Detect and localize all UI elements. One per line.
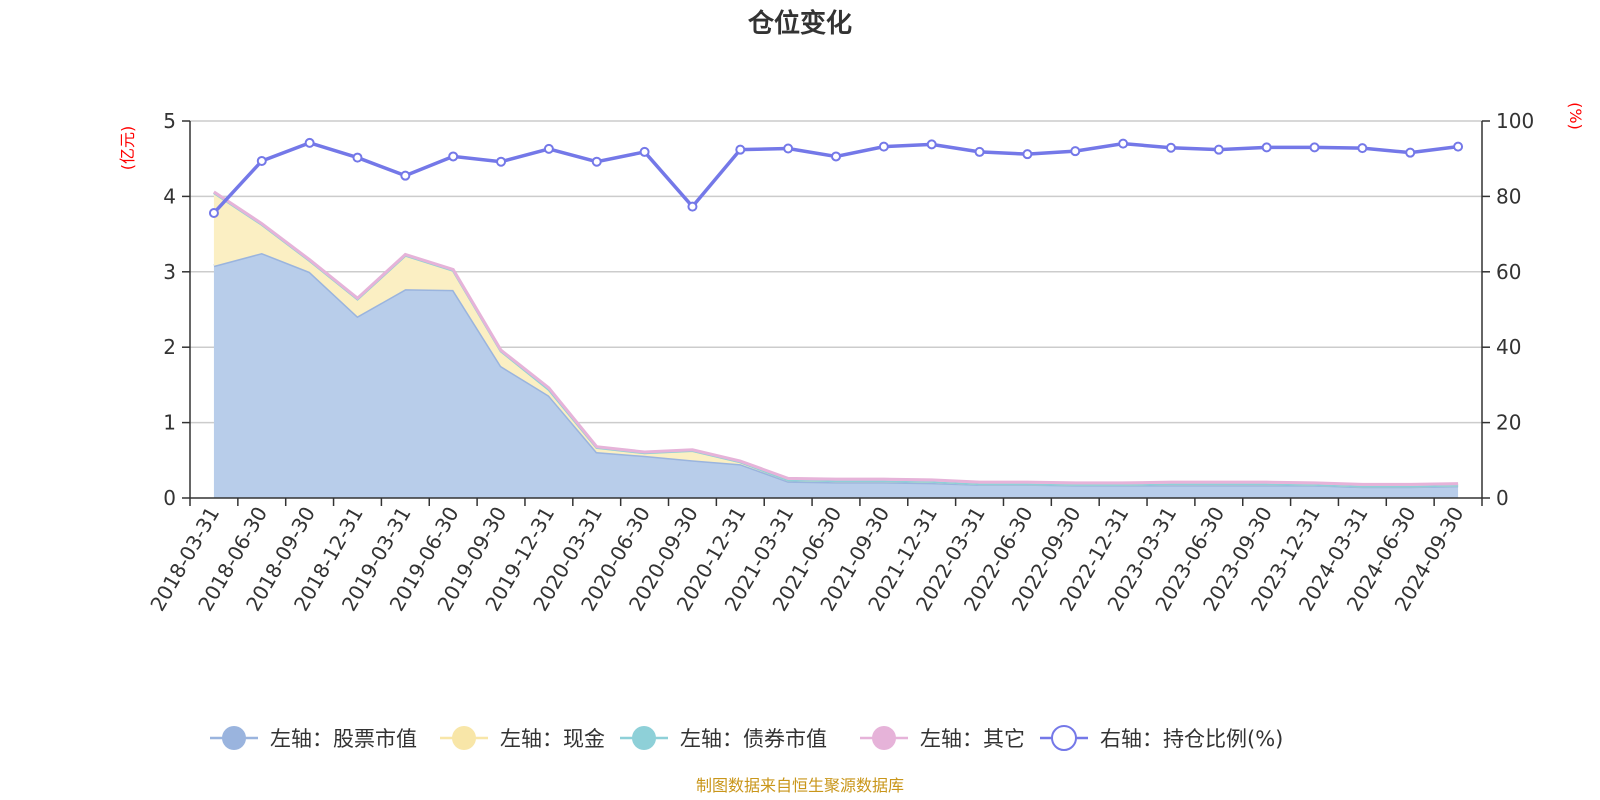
data-source-note: 制图数据来自恒生聚源数据库 (696, 776, 904, 795)
legend-label: 右轴：持仓比例(%) (1100, 727, 1283, 751)
ratio-point (687, 201, 698, 212)
left-axis-tick-label: 3 (163, 260, 176, 284)
ratio-point (1213, 144, 1224, 155)
ratio-point (1453, 141, 1464, 152)
ratio-point (1309, 142, 1320, 153)
position-ratio-line (208, 137, 1464, 218)
right-axis-tick-label: 80 (1496, 184, 1521, 208)
ratio-point (400, 170, 411, 181)
ratio-point (304, 137, 315, 148)
ratio-point (543, 143, 554, 154)
left-axis-tick-label: 1 (163, 411, 176, 435)
ratio-point (448, 151, 459, 162)
stacked-areas (213, 190, 1459, 498)
ratio-point (1357, 143, 1368, 154)
legend: 左轴：股票市值 左轴：现金 左轴：债券市值 左轴：其它 右轴：持仓比例(%) (210, 725, 1283, 751)
ratio-point (591, 156, 602, 167)
ratio-point (783, 143, 794, 154)
legend-label: 左轴：现金 (500, 727, 605, 751)
ratio-point (735, 144, 746, 155)
legend-marker (872, 726, 896, 750)
ratio-point (1022, 149, 1033, 160)
legend-marker (452, 726, 476, 750)
left-axis-tick-label: 0 (163, 486, 176, 510)
ratio-point (1261, 142, 1272, 153)
ratio-point (208, 207, 219, 218)
right-axis-tick-label: 60 (1496, 260, 1521, 284)
area-左轴：股票市值 (213, 252, 1459, 498)
ratio-point (1165, 142, 1176, 153)
legend-marker (632, 726, 656, 750)
ratio-point (878, 141, 889, 152)
legend-marker (222, 726, 246, 750)
chart-title: 仓位变化 (747, 8, 852, 39)
area-edge-左轴：其它 (213, 190, 1459, 486)
right-axis-tick-label: 20 (1496, 411, 1521, 435)
legend-label: 左轴：股票市值 (270, 727, 417, 751)
legend-label: 左轴：其它 (920, 727, 1025, 751)
left-axis-tick-label: 2 (163, 335, 176, 359)
ratio-point (256, 155, 267, 166)
right-axis-tick-label: 100 (1496, 109, 1534, 133)
right-axis-tick-label: 0 (1496, 486, 1509, 510)
ratio-point (639, 146, 650, 157)
right-axis-tick-label: 40 (1496, 335, 1521, 359)
legend-marker (1051, 725, 1077, 751)
ratio-point (974, 146, 985, 157)
right-axis-unit: (%) (1566, 102, 1585, 130)
ratio-point (352, 152, 363, 163)
legend-label: 左轴：债券市值 (680, 727, 827, 751)
ratio-point (1118, 138, 1129, 149)
ratio-point (831, 151, 841, 162)
left-axis-tick-label: 5 (163, 109, 176, 133)
ratio-point (926, 139, 937, 150)
ratio-point (496, 156, 507, 167)
ratio-point (1070, 146, 1081, 157)
left-axis-tick-label: 4 (163, 184, 176, 208)
ratio-point (1405, 147, 1416, 158)
left-axis-unit: (亿元) (118, 126, 137, 171)
